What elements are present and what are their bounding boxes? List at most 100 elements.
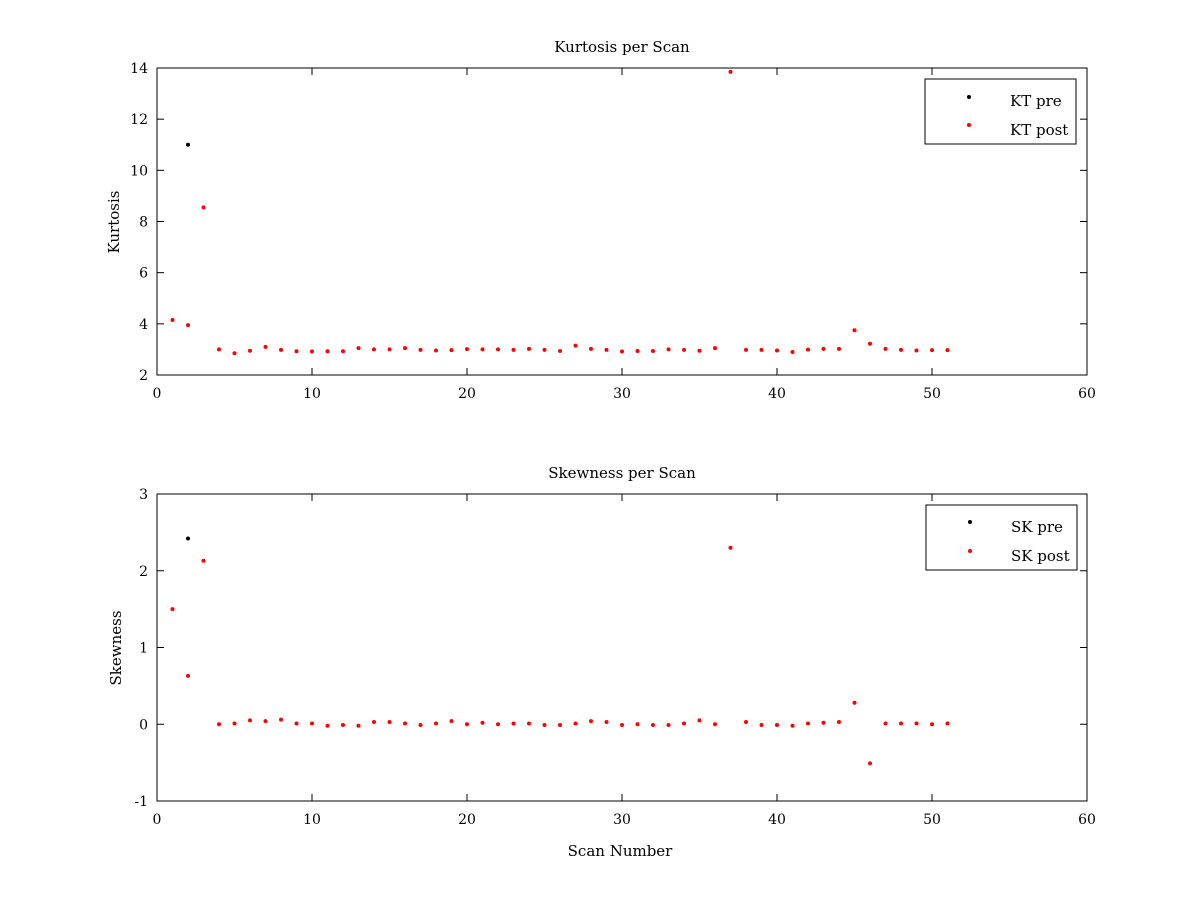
skewness-pre-point: [186, 536, 190, 541]
kurtosis-post-point: [511, 347, 516, 352]
skewness-x-tick-label: 60: [1078, 812, 1096, 828]
kurtosis-post-point: [527, 346, 531, 351]
kurtosis-post-point: [372, 347, 376, 352]
skewness-legend-post-label: SK post: [1011, 547, 1070, 565]
skewness-y-tick-label: -1: [134, 794, 148, 810]
kurtosis-x-tick-label: 20: [458, 386, 476, 402]
skewness-x-tick-label: 30: [613, 812, 631, 828]
kurtosis-post-point: [930, 348, 934, 353]
kurtosis-post-point: [697, 348, 702, 353]
kurtosis-y-tick-label: 2: [139, 368, 148, 384]
skewness-post-point: [852, 700, 857, 705]
kurtosis-post-point: [449, 348, 454, 353]
kurtosis-legend-pre-label: KT pre: [1010, 92, 1062, 110]
skewness-post-point: [248, 718, 252, 723]
kurtosis-post-point: [217, 347, 221, 352]
skewness-post-point: [899, 721, 903, 726]
kurtosis-post-point: [325, 349, 330, 354]
skewness-post-point: [341, 723, 345, 728]
kurtosis-x-tick-label: 40: [768, 386, 786, 402]
kurtosis-post-point: [914, 348, 919, 353]
kurtosis-post-point: [883, 346, 888, 351]
skewness-post-point: [480, 720, 485, 725]
kurtosis-post-point: [682, 347, 686, 352]
skewness-title: Skewness per Scan: [548, 464, 696, 482]
kurtosis-legend-marker-post: [967, 123, 971, 127]
skewness-y-tick-label: 2: [139, 564, 148, 580]
kurtosis-x-tick-label: 0: [153, 386, 162, 402]
kurtosis-x-tick-label: 50: [923, 386, 941, 402]
skewness-post-point: [604, 719, 609, 724]
kurtosis-panel: Kurtosis per Scan Kurtosis 0 10 20 30 40 50 60…: [105, 38, 1096, 402]
kurtosis-post-point: [635, 348, 640, 353]
skewness-post-point: [496, 722, 500, 727]
skewness-post-point: [620, 723, 624, 728]
skewness-legend-box: [925, 504, 1078, 571]
skewness-x-tick-label: 40: [768, 812, 786, 828]
skewness-x-tick-label: 20: [458, 812, 476, 828]
skewness-post-point: [589, 719, 593, 724]
kurtosis-post-point: [186, 323, 190, 328]
kurtosis-post-point: [651, 348, 655, 353]
kurtosis-title: Kurtosis per Scan: [554, 38, 690, 56]
skewness-post-point: [682, 721, 686, 726]
skewness-post-point: [759, 723, 764, 728]
kurtosis-y-tick-label: 10: [130, 163, 148, 179]
kurtosis-legend-marker-pre: [967, 95, 971, 99]
skewness-legend-pre-label: SK pre: [1011, 518, 1063, 536]
kurtosis-post-point: [558, 348, 562, 353]
kurtosis-pre-point: [186, 142, 190, 147]
kurtosis-post-point: [294, 349, 299, 354]
skewness-x-tick-label: 0: [153, 812, 162, 828]
kurtosis-post-point: [387, 347, 392, 352]
kurtosis-post-point: [821, 346, 826, 351]
kurtosis-post-point: [434, 348, 438, 353]
kurtosis-post-point: [263, 344, 268, 349]
skewness-x-tick-label: 10: [303, 812, 321, 828]
skewness-post-point: [558, 723, 562, 728]
kurtosis-legend-post-label: KT post: [1010, 121, 1068, 139]
skewness-y-tick-label: 0: [139, 717, 148, 733]
skewness-post-point: [666, 723, 671, 728]
skewness-post-point: [310, 721, 314, 726]
skewness-panel: Skewness per Scan Skewness Scan Number 0…: [107, 464, 1096, 860]
skewness-points: [170, 536, 950, 766]
skewness-post-point: [821, 720, 826, 725]
kurtosis-y-tick-label: 14: [130, 61, 148, 77]
kurtosis-post-point: [465, 347, 469, 352]
kurtosis-y-tick-label: 12: [130, 112, 148, 128]
skewness-x-tick-label: 50: [923, 812, 941, 828]
skewness-post-point: [945, 721, 950, 726]
kurtosis-y-axis-label: Kurtosis: [105, 191, 123, 254]
kurtosis-post-point: [744, 347, 748, 352]
kurtosis-x-tick-label: 30: [613, 386, 631, 402]
kurtosis-post-point: [806, 347, 810, 352]
kurtosis-post-point: [356, 346, 361, 351]
kurtosis-points: [170, 69, 950, 356]
kurtosis-post-point: [418, 347, 423, 352]
skewness-post-point: [744, 719, 748, 724]
kurtosis-post-point: [279, 347, 283, 352]
skewness-post-point: [418, 723, 423, 728]
kurtosis-post-point: [790, 349, 795, 354]
kurtosis-post-point: [666, 347, 671, 352]
kurtosis-post-point: [542, 347, 547, 352]
kurtosis-post-point: [403, 346, 407, 351]
kurtosis-post-point: [728, 69, 733, 74]
skewness-post-point: [387, 719, 392, 724]
skewness-post-point: [511, 721, 516, 726]
kurtosis-legend-box: [924, 78, 1077, 145]
kurtosis-post-point: [201, 205, 206, 210]
kurtosis-y-tick-label: 8: [139, 215, 148, 231]
kurtosis-x-tick-label: 60: [1078, 386, 1096, 402]
kurtosis-ticks: 0 10 20 30 40 50 60 2 4 6 8 10 12 14: [130, 61, 1096, 402]
skewness-post-point: [542, 723, 547, 728]
kurtosis-post-point: [837, 346, 841, 351]
skewness-post-point: [263, 719, 268, 724]
skewness-post-point: [635, 722, 640, 727]
skewness-post-point: [930, 722, 934, 727]
kurtosis-post-point: [573, 343, 578, 348]
skewness-post-point: [573, 721, 578, 726]
kurtosis-post-point: [759, 347, 764, 352]
